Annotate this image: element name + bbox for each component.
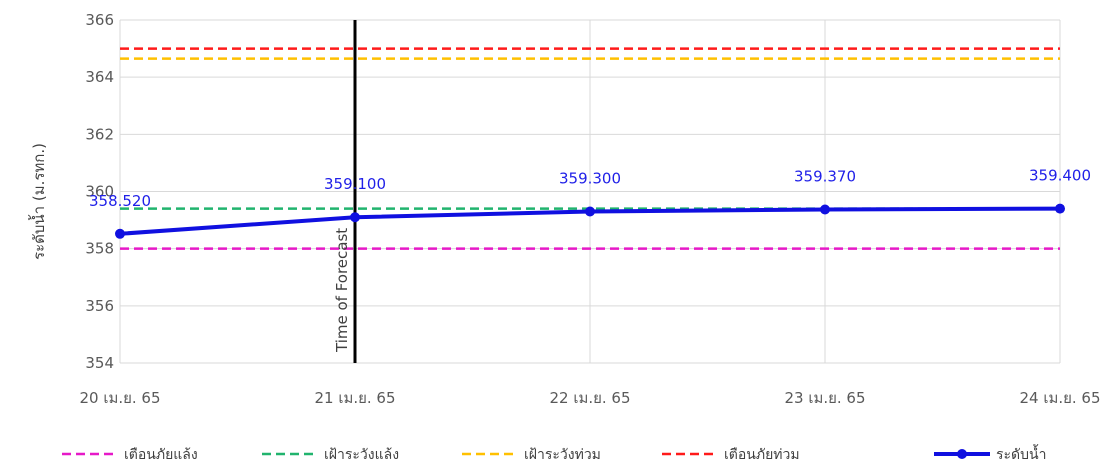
- x-tick-label: 21 เม.ย. 65: [314, 389, 395, 407]
- water-level-point: [1055, 203, 1065, 214]
- x-tick-label: 23 เม.ย. 65: [784, 389, 865, 407]
- y-tick-label: 356: [85, 297, 114, 315]
- y-tick-label: 358: [85, 240, 114, 258]
- legend-label: เตือนภัยแล้ง: [124, 447, 198, 461]
- legend-label: เตือนภัยท่วม: [724, 447, 800, 461]
- legend-label: เฝ้าระวังแล้ง: [324, 447, 399, 461]
- y-tick-label: 366: [85, 11, 114, 29]
- water-level-point: [585, 206, 595, 217]
- y-tick-label: 362: [85, 125, 114, 143]
- forecast-marker-label: Time of Forecast: [333, 228, 351, 353]
- legend-label: เฝ้าระวังท่วม: [524, 447, 601, 461]
- y-tick-label: 360: [85, 183, 114, 201]
- legend-label: ระดับน้ำ: [996, 444, 1046, 461]
- x-tick-label: 22 เม.ย. 65: [549, 389, 630, 407]
- legend-marker: [957, 449, 967, 459]
- data-label: 359.300: [559, 170, 621, 188]
- data-label: 359.100: [324, 175, 386, 193]
- x-tick-label: 24 เม.ย. 65: [1019, 389, 1100, 407]
- x-tick-label: 20 เม.ย. 65: [79, 389, 160, 407]
- water-level-point: [820, 204, 830, 215]
- y-axis-title: ระดับน้ำ (ม.รทก.): [28, 143, 48, 260]
- y-tick-label: 364: [85, 68, 114, 86]
- data-label: 359.370: [794, 168, 856, 186]
- water-level-point: [115, 228, 125, 239]
- data-label: 359.400: [1029, 167, 1091, 185]
- data-label: 358.520: [89, 192, 151, 210]
- y-tick-label: 354: [85, 354, 114, 372]
- water-level-point: [350, 212, 360, 223]
